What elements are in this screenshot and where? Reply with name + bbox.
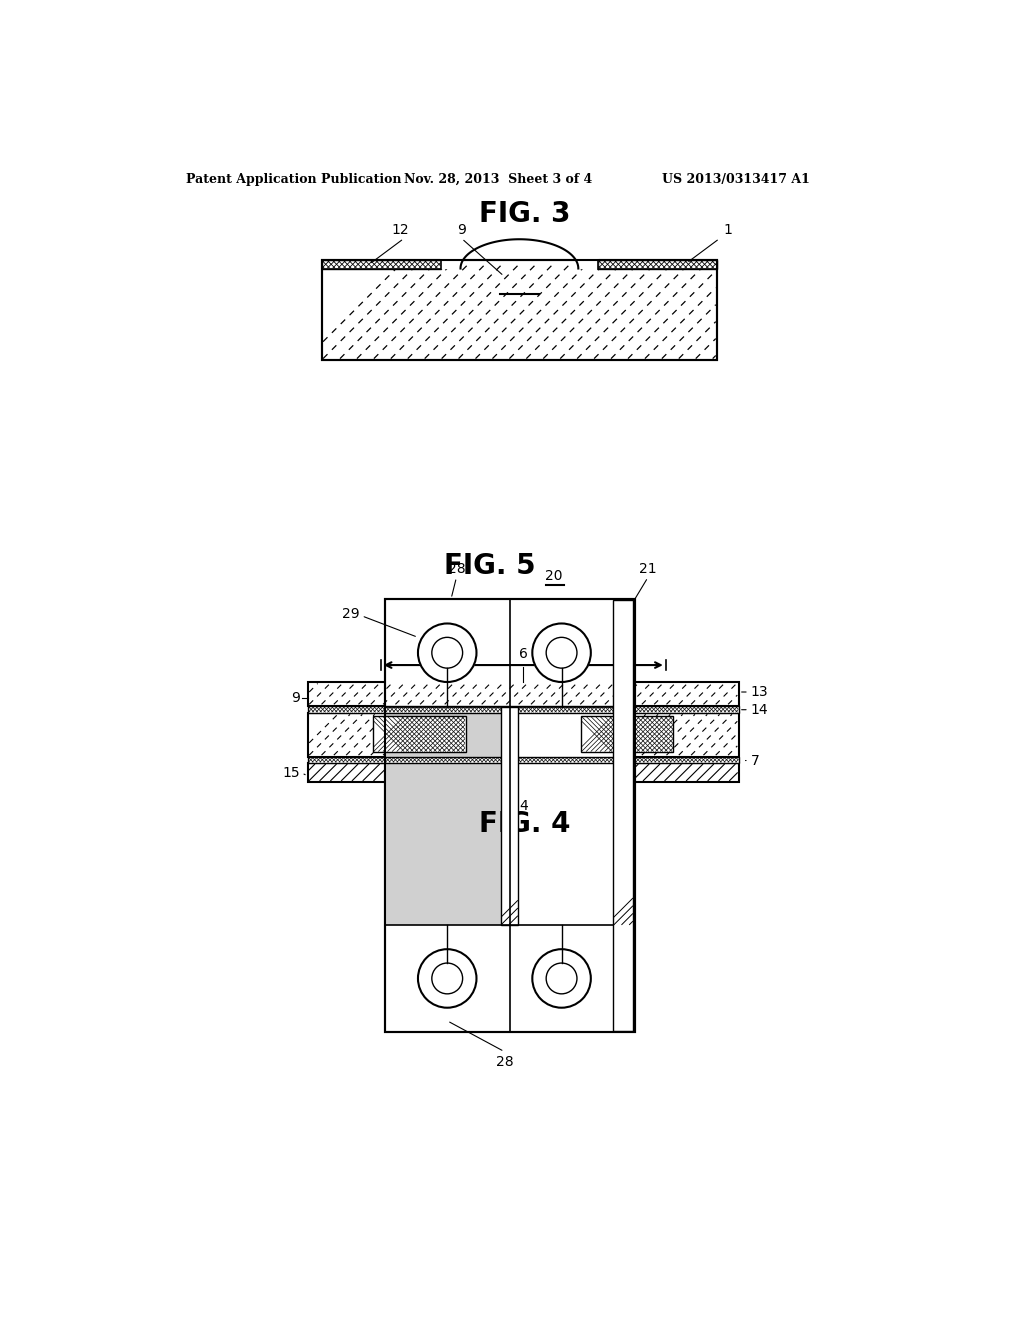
Bar	[385, 599, 635, 1032]
Text: 9: 9	[291, 692, 300, 705]
Text: 20: 20	[546, 569, 563, 583]
Bar	[613, 601, 634, 1031]
Polygon shape	[441, 239, 598, 268]
Bar	[322, 260, 441, 268]
Text: US 2013/0313417 A1: US 2013/0313417 A1	[662, 173, 810, 186]
Text: FIG. 5: FIG. 5	[443, 553, 536, 581]
Text: 9: 9	[458, 223, 466, 238]
Text: Nov. 28, 2013  Sheet 3 of 4: Nov. 28, 2013 Sheet 3 of 4	[403, 173, 592, 186]
Text: 15: 15	[283, 766, 300, 780]
Text: 21: 21	[639, 562, 656, 576]
Bar	[307, 763, 739, 781]
Text: 6: 6	[519, 647, 527, 661]
Circle shape	[418, 949, 476, 1007]
Text: Patent Application Publication: Patent Application Publication	[186, 173, 401, 186]
Bar	[307, 756, 739, 763]
Text: 1: 1	[724, 223, 732, 238]
Bar	[373, 715, 466, 752]
Bar	[322, 260, 441, 268]
Circle shape	[532, 623, 591, 682]
Circle shape	[418, 623, 476, 682]
Text: 7: 7	[751, 754, 759, 767]
Text: 14: 14	[751, 702, 768, 717]
Text: 4: 4	[519, 799, 527, 813]
Bar	[510, 706, 613, 924]
Bar	[322, 260, 717, 360]
Bar	[581, 715, 674, 752]
Bar	[385, 599, 635, 1032]
Text: 28: 28	[496, 1056, 513, 1069]
Text: FIG. 4: FIG. 4	[479, 810, 570, 838]
Bar	[598, 260, 717, 268]
Bar	[598, 260, 717, 268]
Text: 28: 28	[447, 562, 465, 576]
Circle shape	[532, 949, 591, 1007]
Bar	[307, 706, 739, 713]
Bar	[502, 706, 518, 924]
Text: 29: 29	[342, 607, 359, 622]
Text: 12: 12	[391, 223, 409, 238]
Bar	[386, 706, 508, 924]
Bar	[307, 713, 739, 756]
Text: FIG. 3: FIG. 3	[479, 199, 570, 228]
Bar	[307, 682, 739, 706]
Bar	[322, 260, 717, 360]
Text: 13: 13	[751, 685, 768, 700]
